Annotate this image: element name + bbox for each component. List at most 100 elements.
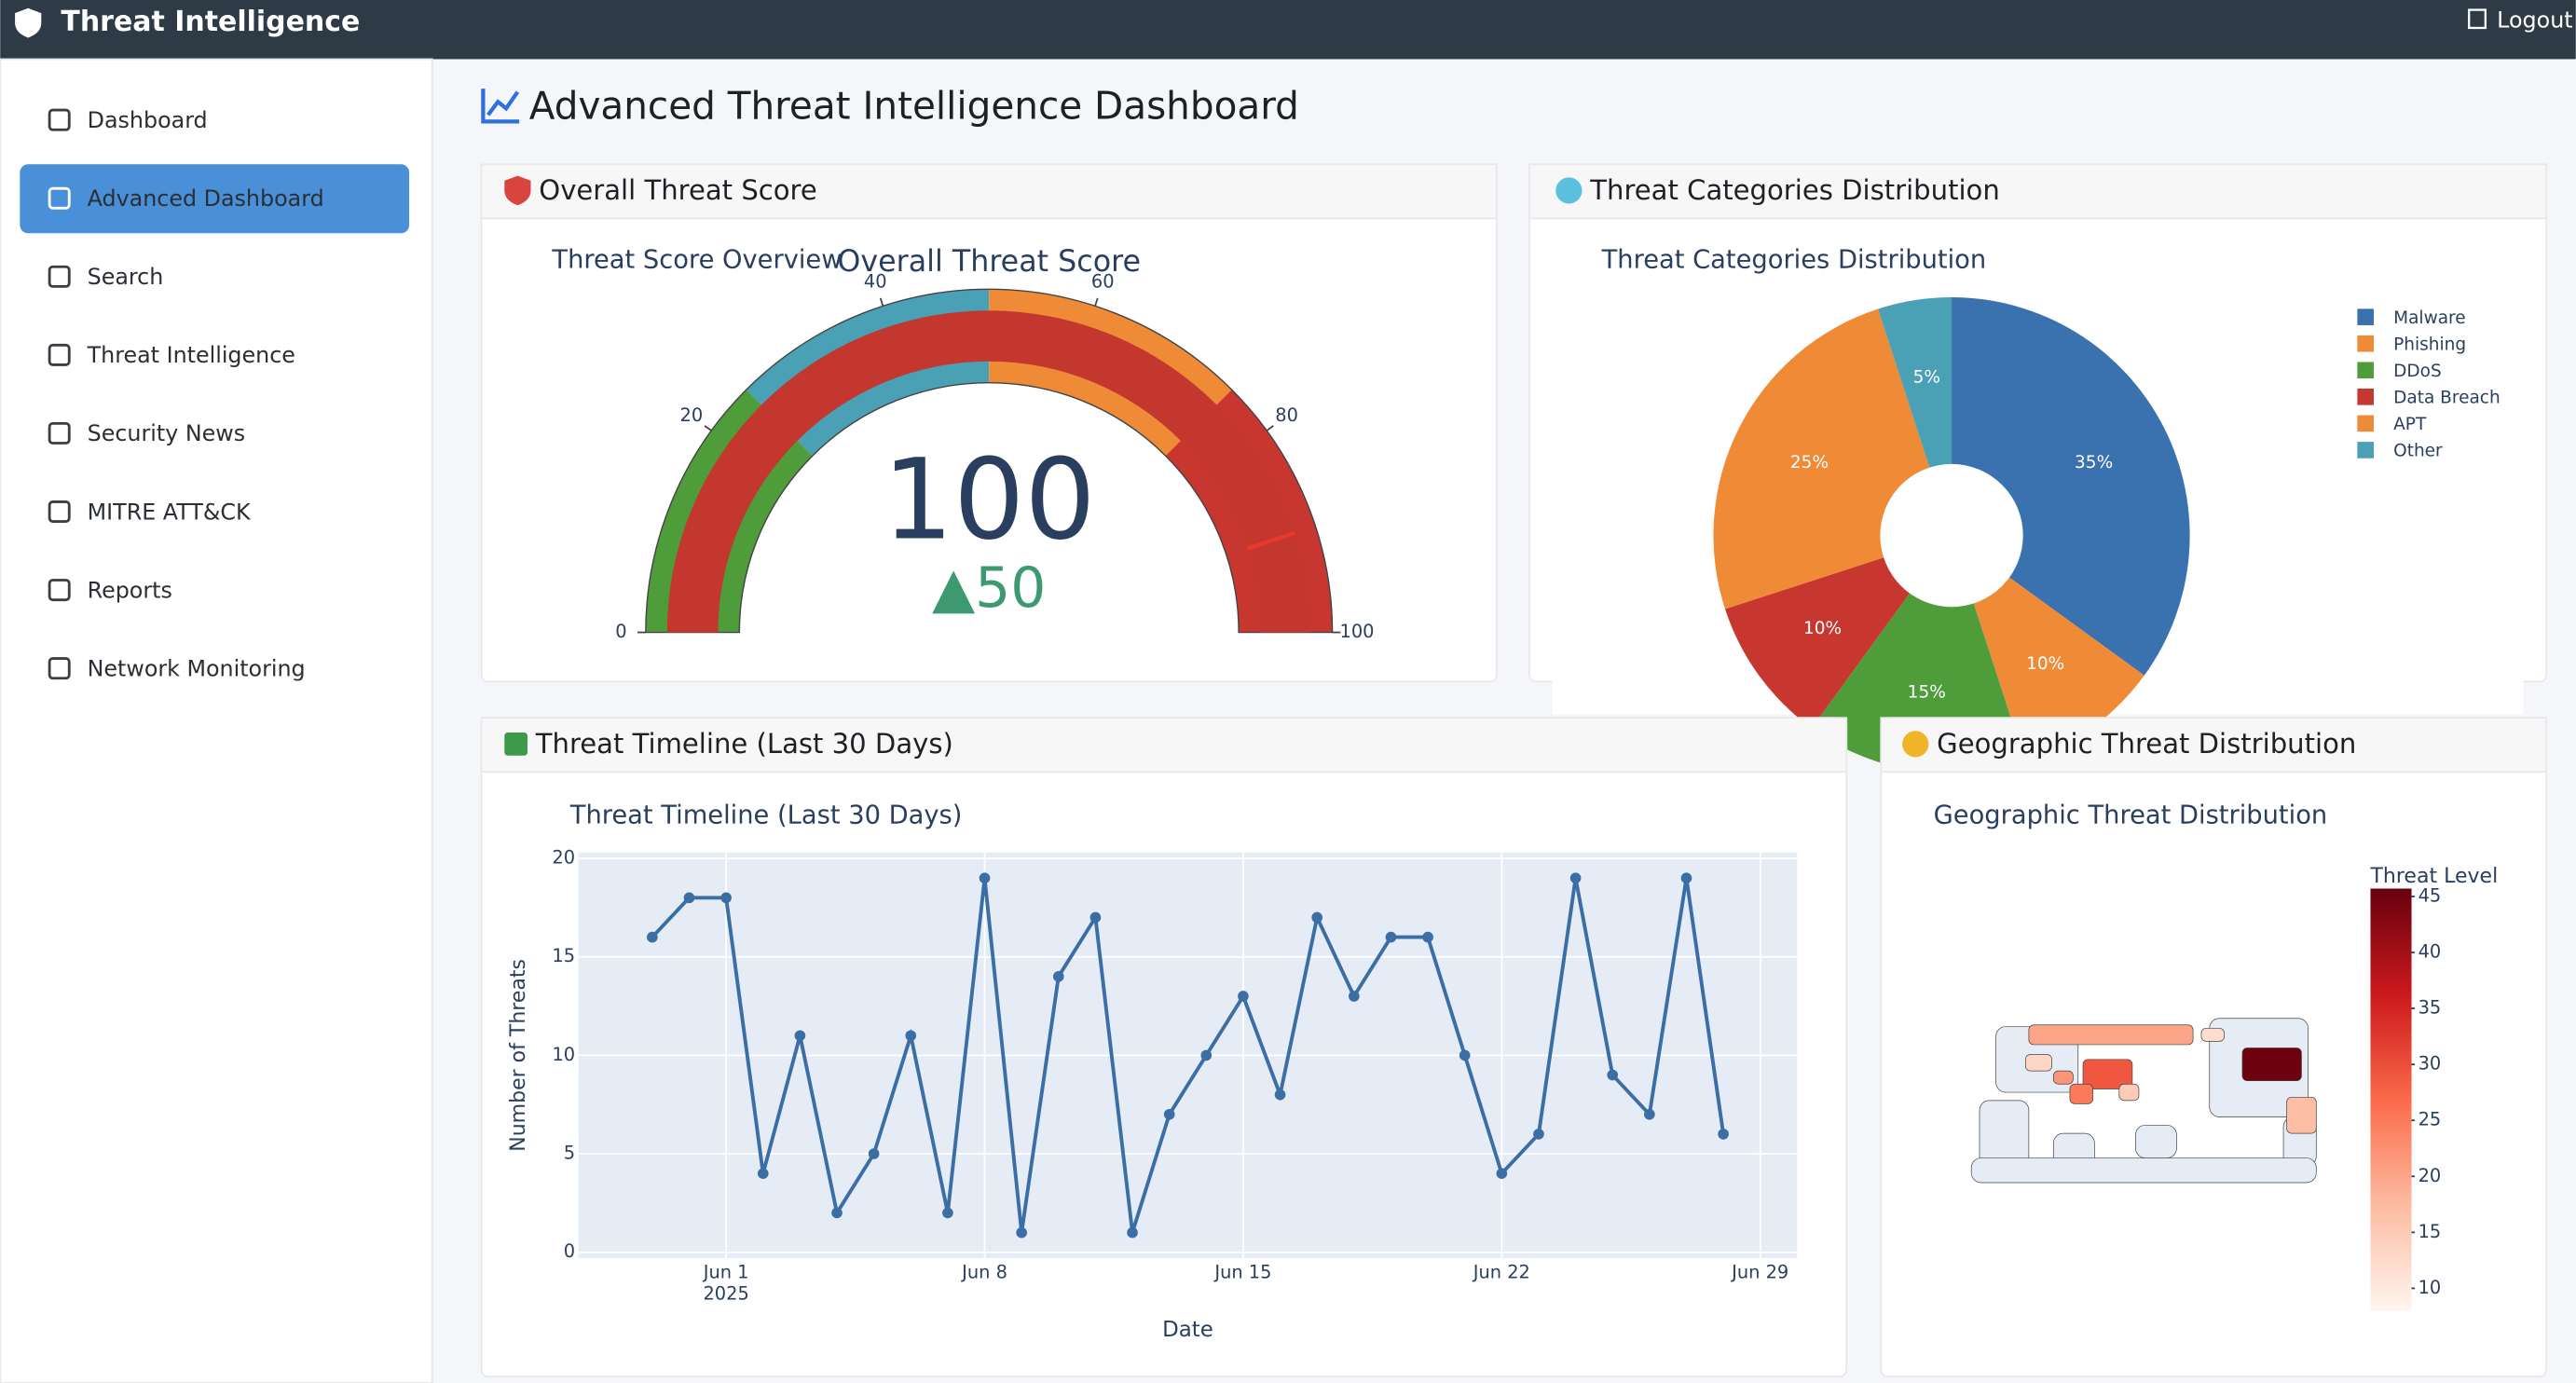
colorbar-tick-label: 15 (2418, 1221, 2442, 1242)
nav-item[interactable]: Threat Intelligence (87, 342, 295, 368)
nav-icon (48, 265, 71, 288)
plot-title: Geographic Threat Distribution (1934, 801, 2328, 829)
point (1680, 872, 1692, 884)
point (1349, 991, 1360, 1002)
point (1274, 1089, 1286, 1101)
legend-label: Phishing (2393, 335, 2466, 354)
gauge-tick-label: 0 (615, 621, 626, 642)
x-tick-label: Jun 29 (1731, 1261, 1788, 1282)
x-tick-year: 2025 (703, 1282, 748, 1304)
top-bar (0, 0, 2576, 60)
colorbar-tick-label: 10 (2418, 1277, 2442, 1298)
slice-label: 25% (1790, 453, 1829, 472)
logout-icon (2468, 8, 2487, 30)
point (905, 1030, 917, 1042)
legend-swatch (2357, 389, 2374, 405)
colorbar-title: Threat Level (2369, 865, 2498, 888)
nav-item[interactable]: MITRE ATT&CK (88, 499, 252, 525)
y-tick-label: 5 (564, 1143, 575, 1164)
legend-swatch (2357, 362, 2374, 379)
colorbar-tick-label: 20 (2418, 1165, 2442, 1186)
gauge-tick (1266, 425, 1274, 431)
region (2118, 1083, 2140, 1102)
card-icon (504, 175, 531, 206)
gauge-value: 100 (883, 435, 1096, 565)
point (1385, 931, 1397, 943)
point (868, 1148, 880, 1159)
point (1238, 991, 1249, 1002)
gauge-tick-label: 60 (1091, 271, 1115, 293)
land (2135, 1124, 2177, 1158)
nav-icon (48, 421, 71, 445)
legend-swatch (2357, 308, 2374, 325)
point (647, 931, 658, 943)
point (1533, 1129, 1544, 1140)
pie-slice (1811, 535, 2026, 774)
point (1607, 1069, 1619, 1081)
y-tick-label: 0 (564, 1240, 575, 1262)
line (651, 877, 1726, 1234)
gauge-tick-label: 100 (1340, 621, 1375, 642)
y-tick-label: 15 (552, 945, 575, 966)
region (2286, 1096, 2317, 1134)
point (1016, 1226, 1027, 1239)
region (2200, 1027, 2225, 1042)
point (1422, 931, 1433, 943)
legend-swatch (2357, 415, 2374, 432)
legend-label: DDoS (2393, 362, 2442, 381)
land (1970, 1157, 2317, 1184)
point (683, 892, 695, 904)
card-icon (1902, 731, 1929, 758)
region (2052, 1070, 2074, 1085)
nav-list: Dashboard Advanced Dashboard Search Threat … (48, 107, 324, 681)
map-chart: Geographic Threat Distribution Threat Lev… (1934, 801, 2498, 1311)
gauge-tick (704, 425, 712, 431)
card-title: Geographic Threat Distribution (1937, 728, 2356, 760)
point (942, 1207, 953, 1219)
card-title: Threat Timeline (Last 30 Days) (535, 728, 953, 760)
colorbar-tick-label: 35 (2418, 997, 2442, 1019)
legend-swatch (2357, 335, 2374, 352)
legend-label: APT (2393, 415, 2427, 434)
legend-label: Data Breach (2393, 389, 2501, 408)
gauge-tick-label: 80 (1275, 404, 1298, 426)
point (757, 1168, 769, 1179)
slice-label: 5% (1913, 367, 1940, 387)
pie-hole (1880, 463, 2023, 608)
logout[interactable]: Logout (2497, 7, 2572, 33)
plot-title: Threat Timeline (Last 30 Days) (569, 801, 963, 829)
nav-item[interactable]: Dashboard (88, 107, 208, 133)
nav-icon (48, 343, 71, 366)
x-tick-label: Jun 1 (703, 1261, 749, 1282)
colorbar-tick-label: 45 (2418, 884, 2442, 906)
point (1569, 872, 1582, 884)
nav-item[interactable]: Advanced Dashboard (88, 185, 324, 212)
land (1979, 1100, 2030, 1167)
gauge-tick-label: 20 (680, 404, 704, 426)
card-header (480, 163, 1498, 220)
nav-item[interactable]: Search (88, 264, 164, 290)
gauge-title: Overall Threat Score (837, 245, 1141, 279)
point (1089, 911, 1102, 924)
point (1644, 1108, 1655, 1120)
point (1163, 1108, 1175, 1120)
point (979, 872, 991, 884)
nav-item[interactable]: Network Monitoring (88, 655, 306, 681)
nav-icon (48, 108, 71, 131)
nav-item[interactable]: Security News (88, 420, 245, 446)
gauge-bar (666, 310, 1311, 633)
line-chart: Threat Timeline (Last 30 Days) 0 5 10 15 20 Ju… (507, 801, 1798, 1342)
plot-subtitle: Threat Score Overview (551, 246, 842, 275)
y-tick-label: 20 (552, 847, 575, 869)
brand[interactable]: Threat Intelligence (61, 6, 360, 38)
brand-icon (15, 7, 42, 38)
card-header (1880, 717, 2547, 774)
region (2069, 1083, 2093, 1104)
pie-chart: Threat Categories Distribution 35% 10% 15% 1… (1601, 246, 2501, 774)
slice-label: 15% (1908, 683, 1946, 703)
gauge-tick (879, 297, 884, 307)
nav-item[interactable]: Reports (88, 577, 172, 603)
card-title: Overall Threat Score (539, 174, 816, 206)
